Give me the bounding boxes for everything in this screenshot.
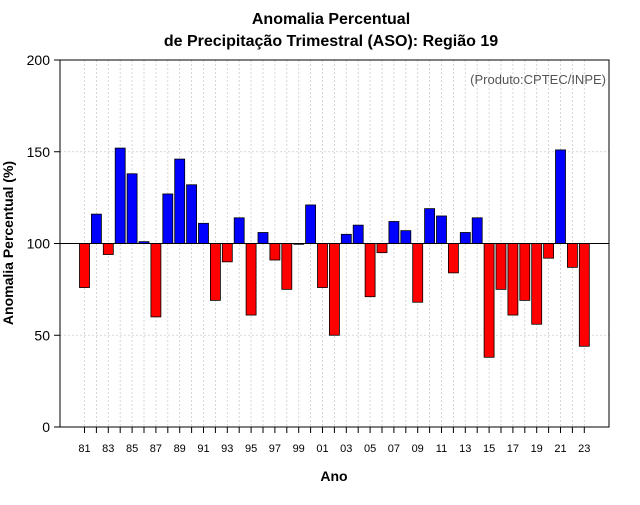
bar-01 bbox=[317, 243, 328, 288]
bar-95 bbox=[245, 243, 257, 316]
bar-84 bbox=[114, 147, 126, 244]
x-tick-label-93: 93 bbox=[221, 443, 233, 455]
x-tick-label-17: 17 bbox=[507, 443, 519, 455]
bar-83 bbox=[102, 243, 114, 255]
bar-13 bbox=[459, 232, 471, 244]
bar-90 bbox=[186, 184, 198, 244]
x-tick-label-87: 87 bbox=[150, 443, 162, 455]
x-tick-label-83: 83 bbox=[102, 443, 114, 455]
x-tick-label-19: 19 bbox=[531, 443, 543, 455]
bar-81 bbox=[79, 243, 90, 288]
x-tick-label-99: 99 bbox=[293, 443, 305, 455]
x-tick-label-85: 85 bbox=[126, 443, 138, 455]
x-tick-label-05: 05 bbox=[364, 443, 376, 455]
x-tick-label-91: 91 bbox=[197, 443, 209, 455]
bar-04 bbox=[352, 224, 364, 244]
y-tick-label-50: 50 bbox=[34, 327, 50, 343]
bar-07 bbox=[388, 221, 400, 244]
bar-11 bbox=[436, 215, 447, 244]
x-tick-label-01: 01 bbox=[316, 443, 328, 455]
bar-96 bbox=[257, 232, 269, 244]
chart-title-line1: Anomalia Percentual bbox=[252, 11, 410, 28]
y-tick-label-0: 0 bbox=[42, 419, 50, 435]
bar-93 bbox=[221, 243, 233, 263]
bar-88 bbox=[162, 193, 174, 244]
x-tick-label-15: 15 bbox=[483, 443, 495, 455]
x-tick-label-95: 95 bbox=[245, 443, 257, 455]
grid-lines bbox=[60, 59, 609, 428]
bar-19 bbox=[531, 243, 543, 325]
chart-title-line2: de Precipitação Trimestral (ASO): Região… bbox=[164, 33, 498, 50]
bar-18 bbox=[519, 243, 531, 301]
bar-94 bbox=[233, 217, 245, 244]
bar-87 bbox=[150, 243, 162, 318]
source-annotation: (Produto:CPTEC/INPE) bbox=[470, 72, 606, 87]
bar-97 bbox=[269, 243, 281, 261]
x-tick-label-81: 81 bbox=[78, 443, 90, 455]
x-tick-label-11: 11 bbox=[436, 443, 447, 455]
x-tick-label-09: 09 bbox=[412, 443, 424, 455]
bar-10 bbox=[424, 208, 436, 244]
bar-92 bbox=[209, 243, 221, 301]
bar-09 bbox=[412, 243, 424, 303]
bar-00 bbox=[305, 204, 317, 244]
bar-14 bbox=[471, 217, 483, 244]
x-tick-label-97: 97 bbox=[269, 443, 281, 455]
bar-03 bbox=[340, 233, 352, 244]
bar-08 bbox=[400, 230, 412, 244]
y-tick-label-100: 100 bbox=[27, 236, 51, 252]
bar-12 bbox=[447, 243, 459, 274]
bar-98 bbox=[281, 243, 293, 290]
bar-91 bbox=[198, 222, 209, 244]
x-tick-label-07: 07 bbox=[388, 443, 400, 455]
bar-82 bbox=[91, 213, 102, 244]
x-axis-title: Ano bbox=[320, 468, 347, 484]
bar-15 bbox=[483, 243, 495, 358]
x-tick-label-03: 03 bbox=[340, 443, 352, 455]
x-tick-label-13: 13 bbox=[459, 443, 471, 455]
bar-05 bbox=[364, 243, 376, 298]
x-tick-label-23: 23 bbox=[578, 443, 590, 455]
y-tick-label-200: 200 bbox=[27, 52, 51, 68]
y-axis-title: Anomalia Percentual (%) bbox=[0, 161, 16, 325]
bar-89 bbox=[174, 158, 186, 244]
bar-85 bbox=[126, 173, 138, 244]
bar-02 bbox=[328, 243, 340, 336]
y-axis: 0 50 100 150 200 bbox=[27, 52, 60, 435]
bar-16 bbox=[495, 243, 507, 290]
bar-21 bbox=[555, 149, 566, 244]
bar-22 bbox=[567, 243, 578, 268]
bar-23 bbox=[578, 243, 590, 347]
x-tick-label-21: 21 bbox=[554, 443, 566, 455]
bar-06 bbox=[376, 243, 388, 254]
x-tick-label-89: 89 bbox=[174, 443, 186, 455]
bar-20 bbox=[543, 243, 554, 259]
x-axis: 81 83 85 87 89 91 93 95 97 99 01 03 05 07 09 11 13 15 17 19… bbox=[78, 427, 590, 455]
y-tick-label-150: 150 bbox=[27, 144, 51, 160]
bars-group bbox=[79, 147, 590, 358]
bar-17 bbox=[507, 243, 519, 316]
